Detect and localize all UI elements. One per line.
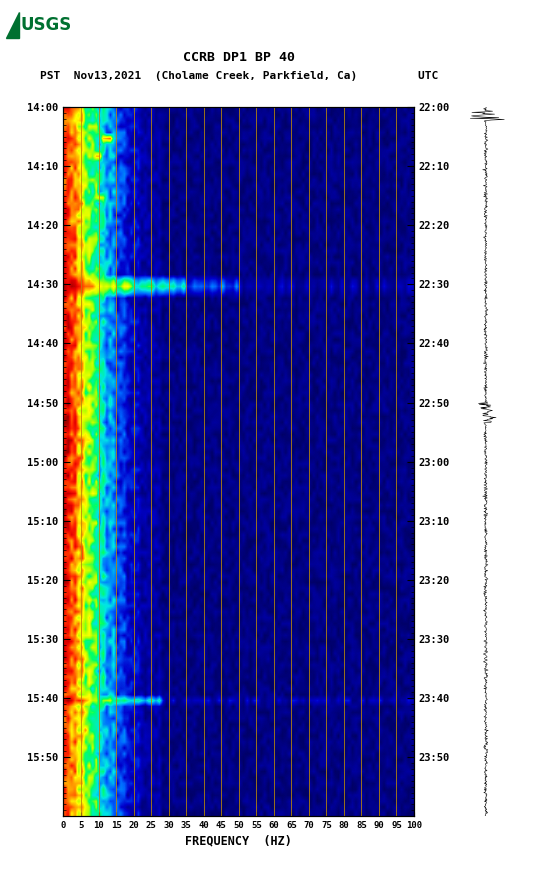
Text: PST  Nov13,2021  (Cholame Creek, Parkfield, Ca)         UTC: PST Nov13,2021 (Cholame Creek, Parkfield… (40, 70, 438, 81)
Text: USGS: USGS (21, 16, 72, 34)
Text: CCRB DP1 BP 40: CCRB DP1 BP 40 (183, 52, 295, 64)
X-axis label: FREQUENCY  (HZ): FREQUENCY (HZ) (185, 834, 292, 847)
